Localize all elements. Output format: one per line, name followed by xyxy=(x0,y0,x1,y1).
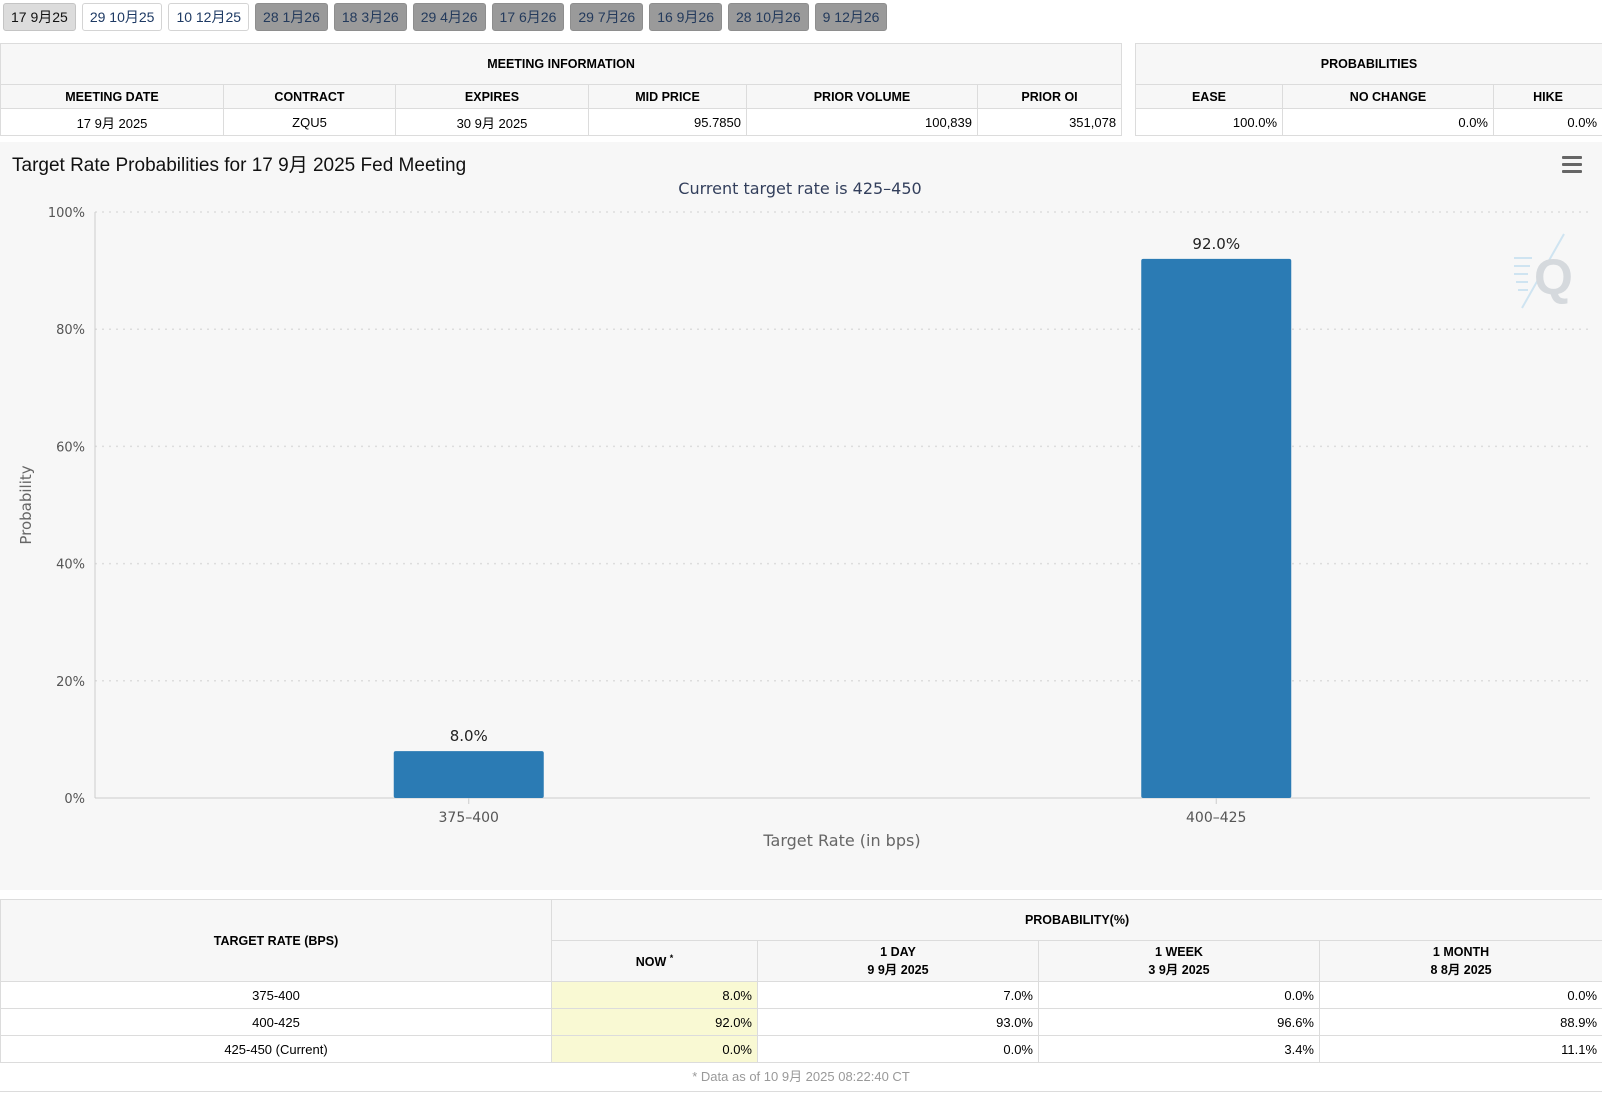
tab-meeting-6[interactable]: 17 6月26 xyxy=(491,3,565,31)
col-meeting-date: MEETING DATE xyxy=(0,84,224,109)
bottom-divider xyxy=(0,1091,1602,1092)
bar-value-label: 92.0% xyxy=(1192,235,1240,253)
cell-expires: 30 9月 2025 xyxy=(395,108,589,136)
probabilities-title: PROBABILITIES xyxy=(1134,43,1602,85)
col-hike: HIKE xyxy=(1492,84,1602,109)
tab-meeting-5[interactable]: 29 4月26 xyxy=(412,3,486,31)
svg-text:Q: Q xyxy=(1534,249,1573,305)
chart-plot-area: Current target rate is 425–450 0% 20% 40% 6… xyxy=(17,179,1590,850)
meeting-date-tabs: 17 9月25 29 10月25 10 12月25 28 1月26 18 3月2… xyxy=(3,3,888,32)
tab-meeting-7[interactable]: 29 7月26 xyxy=(570,3,644,31)
week-cell: 0.0% xyxy=(1038,981,1320,1009)
y-tick-label: 20% xyxy=(56,675,85,690)
cell-no-change: 0.0% xyxy=(1282,108,1494,136)
rate-cell: 400-425 xyxy=(0,1008,552,1036)
cell-meeting-date: 17 9月 2025 xyxy=(0,108,224,136)
y-tick-label: 0% xyxy=(64,792,85,807)
tab-meeting-3[interactable]: 28 1月26 xyxy=(255,3,328,31)
col-1-day: 1 DAY 9 9月 2025 xyxy=(757,940,1039,982)
week-cell: 96.6% xyxy=(1038,1008,1320,1036)
x-tick-labels: 375–400 400–425 xyxy=(439,798,1246,826)
col-prior-oi: PRIOR OI xyxy=(976,84,1123,109)
x-tick-label: 400–425 xyxy=(1186,810,1246,826)
col-target-rate: TARGET RATE (BPS) xyxy=(0,899,552,982)
tab-meeting-2[interactable]: 10 12月25 xyxy=(168,3,250,31)
x-tick-label: 375–400 xyxy=(439,810,499,826)
table-row: 400-425 92.0% 93.0% 96.6% 88.9% xyxy=(0,1008,1602,1036)
col-expires: EXPIRES xyxy=(395,84,589,109)
now-cell: 8.0% xyxy=(551,981,758,1009)
cell-prior-volume: 100,839 xyxy=(746,108,978,136)
bars-group: 8.0% 92.0% xyxy=(393,235,1292,798)
tab-meeting-8[interactable]: 16 9月26 xyxy=(649,3,723,31)
y-tick-label: 80% xyxy=(56,323,85,338)
y-axis-title: Probability xyxy=(17,465,35,544)
q-logo-watermark-icon: Q xyxy=(1514,233,1573,309)
probabilities-table: PROBABILITIES EASE NO CHANGE HIKE 100.0%… xyxy=(1134,43,1602,136)
chart-subtitle: Current target rate is 425–450 xyxy=(678,179,921,198)
y-tick-labels: 0% 20% 40% 60% 80% 100% xyxy=(48,206,85,807)
tab-meeting-10[interactable]: 9 12月26 xyxy=(814,3,888,31)
cell-contract: ZQU5 xyxy=(223,108,396,136)
col-no-change: NO CHANGE xyxy=(1282,84,1494,109)
y-tick-label: 60% xyxy=(56,440,85,455)
cell-hike: 0.0% xyxy=(1492,108,1602,136)
month-cell: 0.0% xyxy=(1318,981,1602,1009)
probability-header: PROBABILITY(%) xyxy=(550,899,1602,941)
chart-title: Target Rate Probabilities for 17 9月 2025… xyxy=(12,155,467,176)
col-mid-price: MID PRICE xyxy=(588,84,747,109)
target-rate-chart: Target Rate Probabilities for 17 9月 2025… xyxy=(0,142,1602,890)
week-cell: 3.4% xyxy=(1038,1035,1320,1063)
now-cell: 0.0% xyxy=(551,1035,758,1063)
bar xyxy=(1141,258,1292,798)
cell-ease: 100.0% xyxy=(1135,108,1283,136)
hamburger-menu-icon[interactable] xyxy=(1562,156,1582,174)
tab-meeting-9[interactable]: 28 10月26 xyxy=(728,3,809,31)
day-cell: 0.0% xyxy=(757,1035,1039,1063)
month-cell: 11.1% xyxy=(1318,1035,1602,1063)
bar-value-label: 8.0% xyxy=(450,727,488,745)
bar xyxy=(393,751,544,798)
table-row: 375-400 8.0% 7.0% 0.0% 0.0% xyxy=(0,981,1602,1009)
y-tick-label: 100% xyxy=(48,206,85,221)
cell-prior-oi: 351,078 xyxy=(976,108,1123,136)
table-row: 425-450 (Current) 0.0% 0.0% 3.4% 11.1% xyxy=(0,1035,1602,1063)
col-ease: EASE xyxy=(1135,84,1283,109)
meeting-information-table: MEETING INFORMATION MEETING DATE CONTRAC… xyxy=(0,43,1123,136)
tab-meeting-4[interactable]: 18 3月26 xyxy=(333,3,407,31)
col-contract: CONTRACT xyxy=(223,84,396,109)
day-cell: 7.0% xyxy=(757,981,1039,1009)
month-cell: 88.9% xyxy=(1318,1008,1602,1036)
y-tick-label: 40% xyxy=(56,558,85,573)
rate-cell: 375-400 xyxy=(0,981,552,1009)
col-now: NOW * xyxy=(551,940,758,982)
col-prior-volume: PRIOR VOLUME xyxy=(746,84,978,109)
y-gridlines xyxy=(95,211,1590,799)
x-axis-title: Target Rate (in bps) xyxy=(762,831,920,850)
probability-history-table: TARGET RATE (BPS) PROBABILITY(%) NOW * 1… xyxy=(0,899,1602,1063)
col-1-week: 1 WEEK 3 9月 2025 xyxy=(1038,940,1320,982)
tab-meeting-1[interactable]: 29 10月25 xyxy=(81,3,163,31)
col-1-month: 1 MONTH 8 8月 2025 xyxy=(1318,940,1602,982)
tab-meeting-0[interactable]: 17 9月25 xyxy=(3,3,76,31)
rate-cell: 425-450 (Current) xyxy=(0,1035,552,1063)
day-cell: 93.0% xyxy=(757,1008,1039,1036)
data-timestamp-footnote: * Data as of 10 9月 2025 08:22:40 CT xyxy=(692,1069,910,1084)
meeting-information-title: MEETING INFORMATION xyxy=(0,43,1123,85)
now-cell: 92.0% xyxy=(551,1008,758,1036)
cell-mid-price: 95.7850 xyxy=(588,108,747,136)
